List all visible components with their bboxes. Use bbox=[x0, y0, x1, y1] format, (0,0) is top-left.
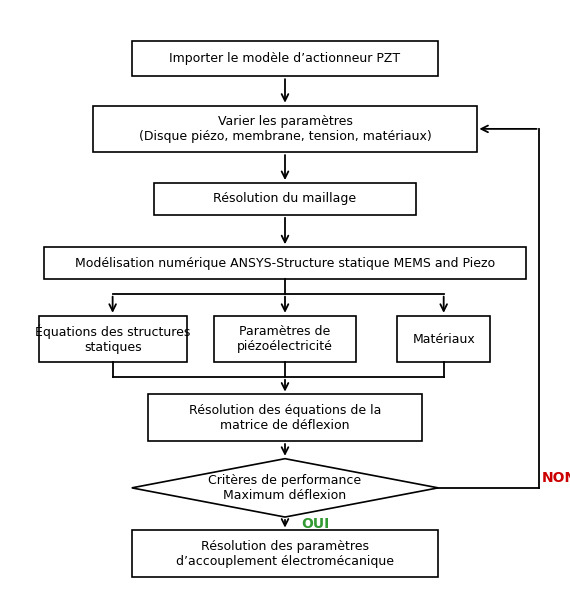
FancyBboxPatch shape bbox=[39, 316, 186, 362]
Text: Matériaux: Matériaux bbox=[412, 333, 475, 345]
Text: OUI: OUI bbox=[302, 517, 329, 531]
Polygon shape bbox=[132, 458, 438, 517]
Text: Paramètres de
piézoélectricité: Paramètres de piézoélectricité bbox=[237, 325, 333, 353]
Text: Résolution des équations de la
matrice de déflexion: Résolution des équations de la matrice d… bbox=[189, 404, 381, 432]
Text: Modélisation numérique ANSYS-Structure statique MEMS and Piezo: Modélisation numérique ANSYS-Structure s… bbox=[75, 257, 495, 269]
FancyBboxPatch shape bbox=[148, 395, 422, 441]
FancyBboxPatch shape bbox=[44, 247, 526, 279]
FancyBboxPatch shape bbox=[214, 316, 356, 362]
Text: Critères de performance
Maximum déflexion: Critères de performance Maximum déflexio… bbox=[209, 474, 361, 502]
FancyBboxPatch shape bbox=[154, 183, 416, 215]
Text: Importer le modèle d’actionneur PZT: Importer le modèle d’actionneur PZT bbox=[169, 52, 401, 65]
FancyBboxPatch shape bbox=[397, 316, 490, 362]
Text: Varier les paramètres
(Disque piézo, membrane, tension, matériaux): Varier les paramètres (Disque piézo, mem… bbox=[139, 115, 431, 143]
Text: NON: NON bbox=[542, 471, 570, 485]
FancyBboxPatch shape bbox=[93, 106, 477, 152]
Text: Résolution des paramètres
d’accouplement électromécanique: Résolution des paramètres d’accouplement… bbox=[176, 540, 394, 568]
FancyBboxPatch shape bbox=[132, 530, 438, 577]
Text: Résolution du maillage: Résolution du maillage bbox=[213, 193, 357, 206]
FancyBboxPatch shape bbox=[132, 41, 438, 77]
Text: Équations des structures
statiques: Équations des structures statiques bbox=[35, 324, 190, 354]
